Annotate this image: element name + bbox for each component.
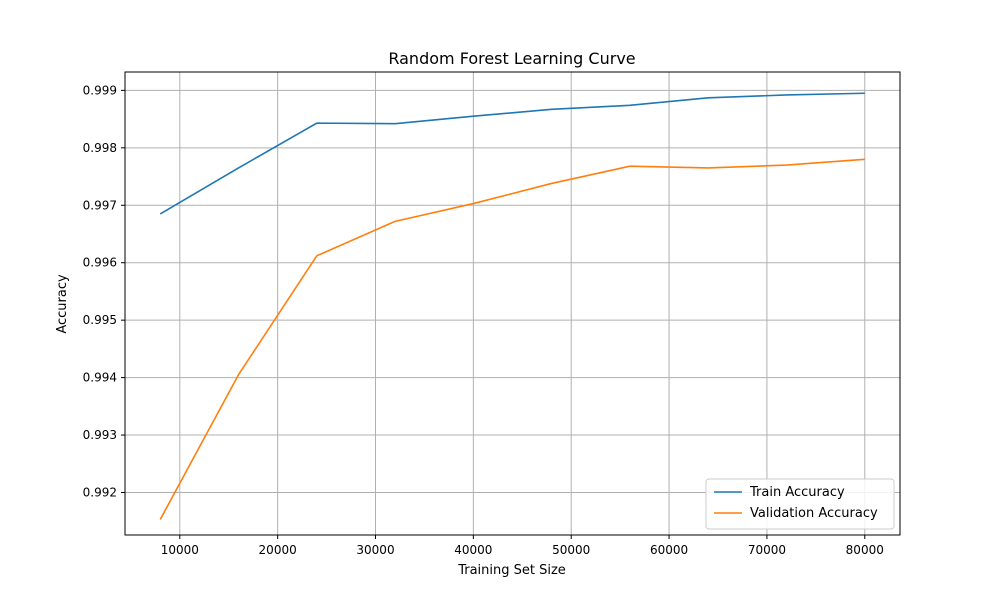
x-axis-ticks: 10000 20000 30000 40000 50000 60000 70000 80000 bbox=[161, 535, 884, 557]
x-tick-label: 20000 bbox=[259, 543, 297, 557]
x-tick-label: 40000 bbox=[454, 543, 492, 557]
y-tick-label: 0.996 bbox=[83, 256, 117, 270]
y-axis-label: Accuracy bbox=[55, 274, 70, 334]
plot-area-frame bbox=[124, 71, 901, 536]
x-tick-label: 10000 bbox=[161, 543, 199, 557]
series-layer bbox=[159, 92, 865, 520]
x-tick-label: 30000 bbox=[356, 543, 394, 557]
legend: Train Accuracy Validation Accuracy bbox=[705, 478, 895, 530]
x-tick-label: 50000 bbox=[552, 543, 590, 557]
y-tick-label: 0.998 bbox=[83, 141, 117, 155]
y-tick-label: 0.992 bbox=[83, 485, 117, 499]
y-tick-label: 0.994 bbox=[83, 371, 117, 385]
legend-label: Train Accuracy bbox=[749, 485, 845, 500]
y-axis-ticks: 0.992 0.993 0.994 0.995 0.996 0.997 0.998 0.999 bbox=[83, 83, 125, 499]
y-tick-label: 0.999 bbox=[83, 83, 117, 97]
series-line-train-accuracy bbox=[159, 92, 865, 215]
x-tick-label: 60000 bbox=[650, 543, 688, 557]
chart-title: Random Forest Learning Curve bbox=[388, 49, 635, 68]
x-tick-label: 70000 bbox=[748, 543, 786, 557]
y-tick-label: 0.997 bbox=[83, 198, 117, 212]
legend-box bbox=[705, 478, 895, 530]
y-tick-label: 0.995 bbox=[83, 313, 117, 327]
series-line-validation-accuracy bbox=[159, 158, 865, 520]
x-axis-label: Training Set Size bbox=[457, 563, 566, 578]
x-tick-label: 80000 bbox=[846, 543, 884, 557]
legend-label: Validation Accuracy bbox=[750, 506, 878, 521]
grid-lines bbox=[125, 72, 900, 535]
y-tick-label: 0.993 bbox=[83, 428, 117, 442]
